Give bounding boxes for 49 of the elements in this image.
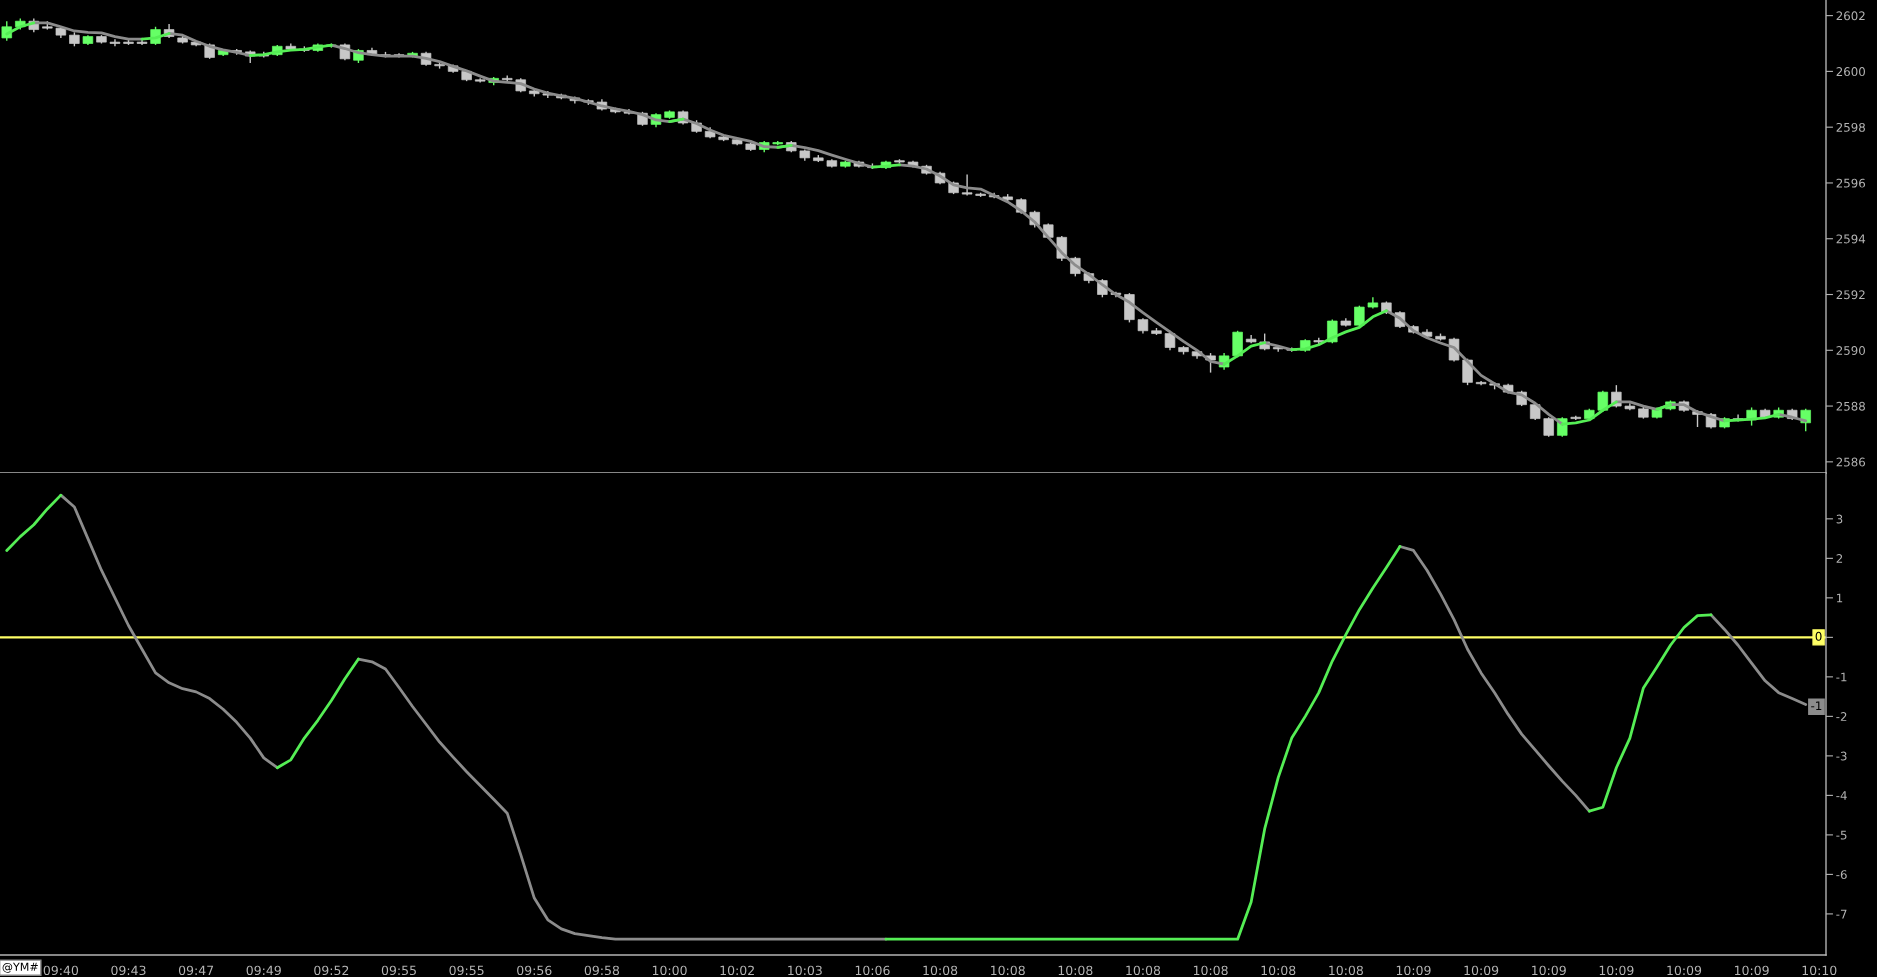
x-tick-label: 09:47 (178, 965, 214, 976)
y-tick-label: 2600 (1836, 67, 1865, 77)
x-tick-label: 10:08 (1058, 965, 1093, 976)
x-tick-label: 10:03 (788, 965, 822, 976)
x-tick-label: 09:49 (246, 965, 281, 976)
y-tick-label: -6 (1836, 870, 1847, 880)
x-tick-label: 10:06 (855, 965, 890, 976)
x-tick-label: 09:52 (314, 965, 349, 976)
x-tick-label: 10:08 (1126, 965, 1161, 976)
x-tick-label: 10:02 (720, 965, 754, 976)
y-tick-label: -4 (1836, 791, 1847, 800)
text: @YM# (2, 962, 38, 973)
x-tick-label: 10:09 (1464, 965, 1499, 976)
x-tick-label: 10:09 (1599, 965, 1634, 976)
y-tick-label: -7 (1836, 909, 1847, 919)
x-tick-label: 09:55 (381, 965, 416, 976)
y-tick-label: 2590 (1836, 346, 1865, 355)
x-tick-label: 10:10 (1802, 965, 1837, 976)
x-tick-label: 09:43 (111, 965, 146, 976)
x-tick-label: 10:08 (923, 965, 958, 976)
y-tick-label: 2588 (1836, 401, 1865, 411)
x-tick-label: 10:09 (1532, 965, 1566, 976)
x-tick-label: 10:08 (1261, 965, 1296, 976)
x-tick-label: 10:08 (1329, 965, 1363, 976)
x-tick-label: 10:08 (991, 965, 1025, 976)
y-tick-label: 2586 (1836, 457, 1866, 467)
x-tick-label: 09:40 (43, 965, 79, 976)
y-tick-label: -3 (1836, 751, 1847, 761)
y-tick-label: -5 (1836, 830, 1847, 840)
x-tick-label: 10:09 (1734, 965, 1769, 976)
y-tick-label: 1 (1837, 593, 1843, 603)
y-tick-label: -2 (1836, 712, 1847, 721)
x-tick-label: 09:58 (584, 965, 620, 976)
x-tick-label: 10:09 (1396, 965, 1431, 976)
y-tick-label: 2602 (1836, 11, 1865, 21)
y-tick-label: 3 (1836, 514, 1843, 524)
y-tick-label: 2 (1836, 554, 1843, 563)
y-tick-label: 2598 (1836, 122, 1865, 132)
x-tick-label: 09:55 (449, 965, 484, 976)
x-tick-label: 09:56 (517, 965, 552, 976)
y-tick-label: 2596 (1836, 178, 1866, 188)
x-tick-label: 10:09 (1667, 965, 1702, 976)
ref-line-label: 0 (1815, 631, 1822, 641)
annotation: -1 (1811, 701, 1822, 711)
x-tick-label: 10:08 (1193, 965, 1228, 976)
y-tick-label: 2594 (1836, 234, 1866, 244)
x-tick-label: 10:00 (652, 965, 687, 976)
y-tick-label: 2592 (1836, 290, 1865, 300)
y-tick-label: -1 (1836, 672, 1847, 682)
